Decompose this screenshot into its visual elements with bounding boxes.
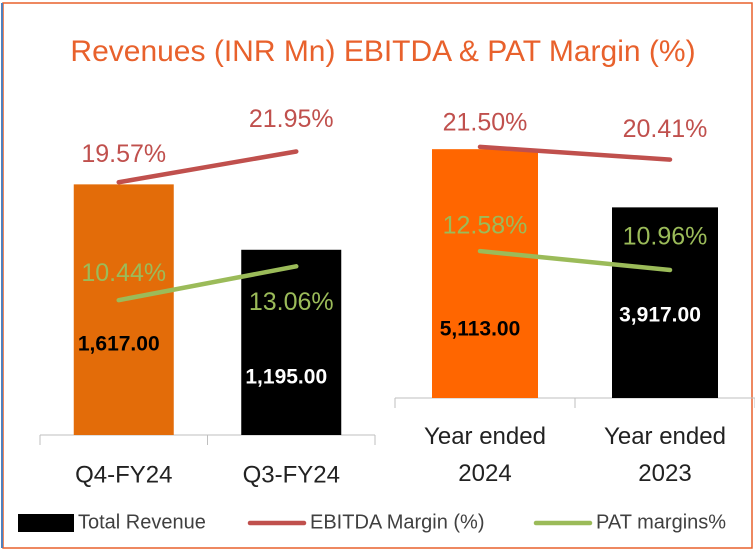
line-series [477, 144, 673, 162]
x-tick-label: Q4-FY24 [75, 461, 172, 488]
line-series [116, 149, 299, 185]
data-label: 20.41% [623, 115, 708, 143]
bar [73, 184, 174, 435]
legend-label: EBITDA Margin (%) [310, 511, 484, 533]
data-label: 5,113.00 [440, 318, 521, 341]
x-tick-label: Q3-FY24 [243, 461, 340, 488]
bar [432, 149, 538, 398]
data-label: 12.58% [443, 212, 528, 240]
data-label: 21.50% [443, 108, 528, 136]
x-tick-label: Year ended 2024 [424, 423, 546, 487]
data-label: 13.06% [249, 288, 334, 316]
bar [241, 249, 342, 435]
data-label: 10.44% [81, 259, 166, 287]
data-label: 1,617.00 [78, 333, 160, 356]
data-label: 3,917.00 [619, 304, 701, 327]
line-series [477, 248, 673, 273]
chart-title: Revenues (INR Mn) EBITDA & PAT Margin (%… [70, 35, 695, 68]
x-tick-label: Year ended 2023 [604, 423, 726, 487]
line-series [116, 264, 299, 303]
data-label: 21.95% [249, 105, 334, 133]
bar [612, 207, 718, 398]
legend-label: PAT margins% [596, 511, 726, 533]
data-label: 1,195.00 [245, 366, 327, 389]
data-label: 10.96% [623, 223, 708, 251]
data-label: 19.57% [81, 140, 166, 168]
legend-swatch [18, 514, 74, 532]
legend-label: Total Revenue [78, 511, 206, 533]
